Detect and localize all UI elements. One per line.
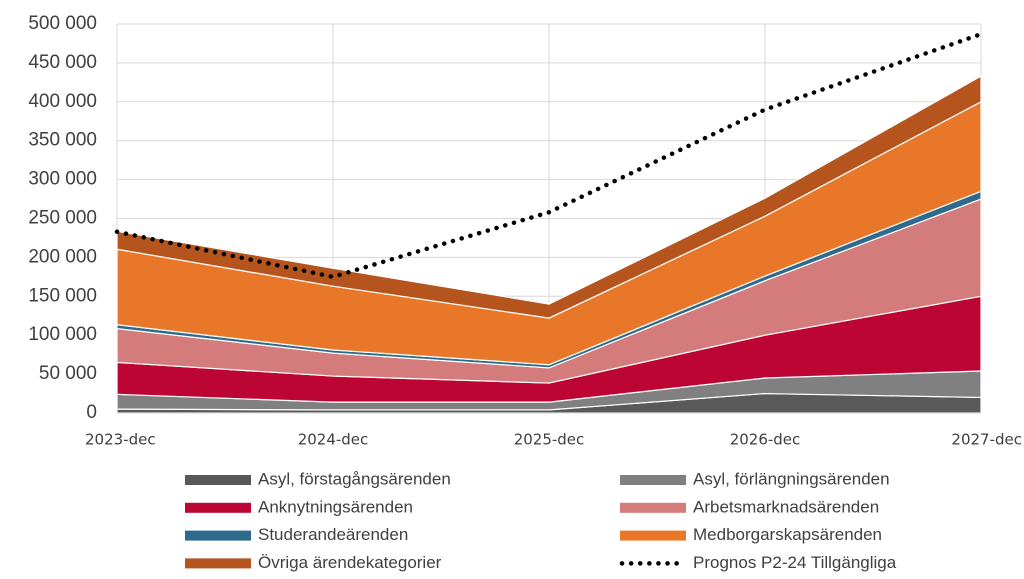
legend-label: Asyl, förstagångsärenden	[258, 469, 451, 488]
y-tick-label: 300 000	[28, 169, 97, 190]
legend-label: Arbetsmarknadsärenden	[693, 497, 879, 516]
legend-label: Studerandeärenden	[258, 525, 408, 544]
legend-label: Övriga ärendekategorier	[258, 553, 442, 572]
y-tick-label: 100 000	[28, 324, 97, 345]
x-tick-label: 2024-dec	[298, 431, 369, 449]
x-tick-label: 2026-dec	[730, 431, 801, 449]
y-tick-label: 500 000	[28, 13, 97, 34]
legend-swatch	[620, 475, 686, 485]
y-tick-label: 250 000	[28, 208, 97, 229]
legend-swatch	[185, 530, 251, 541]
legend-label: Asyl, förlängningsärenden	[693, 469, 890, 488]
legend-label: Medborgarskapsärenden	[693, 525, 882, 544]
legend-swatch	[620, 530, 686, 541]
x-tick-label: 2027-dec	[951, 431, 1022, 449]
y-tick-label: 350 000	[28, 130, 97, 151]
y-tick-label: 0	[86, 402, 97, 423]
line	[114, 31, 984, 280]
legend-label: Prognos P2-24 Tillgängliga	[693, 553, 897, 572]
y-tick-label: 450 000	[28, 52, 97, 73]
x-tick-label: 2023-dec	[85, 431, 156, 449]
y-tick-label: 50 000	[39, 363, 97, 384]
y-tick-label: 200 000	[28, 246, 97, 267]
y-tick-label: 150 000	[28, 285, 97, 306]
legend-swatch	[620, 502, 686, 513]
legend-swatch	[185, 558, 251, 569]
legend-swatch	[185, 502, 251, 513]
y-tick-label: 400 000	[28, 91, 97, 112]
area	[116, 75, 982, 319]
x-tick-label: 2025-dec	[514, 431, 585, 449]
legend-label: Anknytningsärenden	[258, 497, 413, 516]
legend-swatch	[185, 475, 251, 485]
